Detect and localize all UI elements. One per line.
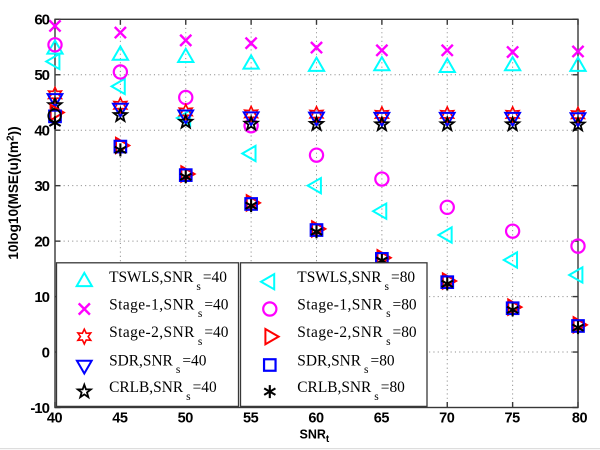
svg-text:10: 10 — [34, 289, 49, 306]
svg-text:50: 50 — [178, 411, 194, 427]
svg-text:40: 40 — [34, 123, 49, 140]
svg-text:60: 60 — [34, 12, 49, 29]
svg-text:60: 60 — [308, 411, 324, 427]
svg-text:10log10(MSE(u)(m2)): 10log10(MSE(u)(m2)) — [6, 126, 22, 259]
svg-text:40: 40 — [47, 411, 63, 427]
svg-text:SNRt: SNRt — [300, 428, 330, 446]
svg-text:65: 65 — [374, 411, 390, 427]
svg-text:45: 45 — [112, 411, 128, 427]
svg-text:55: 55 — [243, 411, 259, 427]
svg-text:-10: -10 — [30, 400, 49, 417]
svg-text:50: 50 — [34, 67, 49, 84]
svg-text:30: 30 — [34, 178, 49, 195]
svg-text:70: 70 — [439, 411, 455, 427]
svg-text:0: 0 — [42, 344, 50, 361]
svg-text:20: 20 — [34, 233, 49, 250]
svg-text:80: 80 — [572, 411, 588, 427]
svg-text:75: 75 — [505, 411, 521, 427]
